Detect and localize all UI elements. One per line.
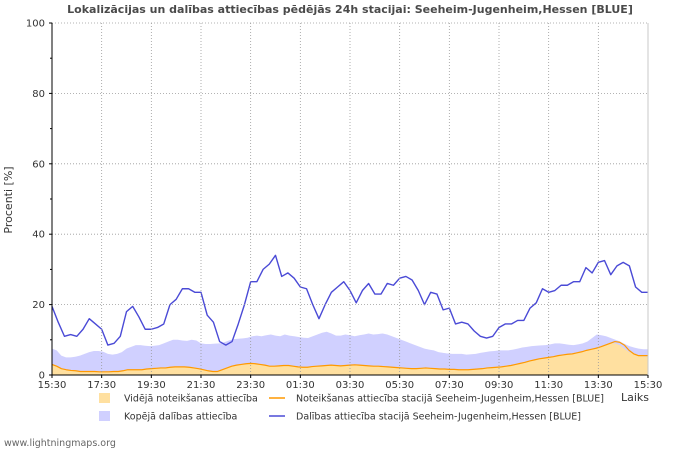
x-tick-label-8: 07:30 — [435, 380, 464, 391]
legend-label-2: Kopējā dalības attiecība — [124, 412, 237, 423]
plot-area: 0 20 40 60 80 100 15:30 17:30 19:30 21:30 23:30 01:… — [26, 19, 663, 392]
legend-swatch-2 — [99, 411, 110, 421]
y-tick-label-1: 20 — [32, 300, 45, 311]
legend-label-3: Dalības attiecība stacijā Seeheim-Jugenh… — [296, 412, 581, 423]
x-tick-label-6: 03:30 — [336, 380, 365, 391]
x-tick-label-9: 09:30 — [485, 380, 514, 391]
x-tick-label-7: 05:30 — [385, 380, 414, 391]
y-tick-label-0: 0 — [39, 371, 45, 382]
x-tick-label-4: 23:30 — [236, 380, 265, 391]
x-tick-label-11: 13:30 — [584, 380, 613, 391]
footer-link[interactable]: www.lightningmaps.org — [4, 438, 116, 449]
y-tick-label-4: 80 — [32, 89, 45, 100]
x-tick-label-3: 21:30 — [187, 380, 216, 391]
legend-swatch-0 — [99, 393, 110, 403]
y-tick-label-2: 40 — [32, 230, 45, 241]
x-axis-label: Laiks — [621, 391, 649, 404]
chart-title: Lokalizācijas un dalības attiecības pēdē… — [67, 3, 633, 16]
x-tick-label-10: 11:30 — [534, 380, 563, 391]
x-tick-label-0: 15:30 — [38, 380, 67, 391]
y-tick-label-3: 60 — [32, 159, 45, 170]
legend: Vidējā noteikšanas attiecība Noteikšanas … — [99, 393, 604, 423]
x-tick-label-1: 17:30 — [87, 380, 116, 391]
legend-label-0: Vidējā noteikšanas attiecība — [124, 394, 258, 405]
x-tick-label-12: 15:30 — [634, 380, 663, 391]
y-tick-label-5: 100 — [26, 19, 45, 30]
x-tick-label-5: 01:30 — [286, 380, 315, 391]
y-axis-label: Procenti [%] — [2, 166, 15, 233]
x-tick-label-2: 19:30 — [137, 380, 166, 391]
plot-background — [52, 23, 648, 375]
legend-label-1: Noteikšanas attiecība stacijā Seeheim-Ju… — [296, 394, 604, 405]
